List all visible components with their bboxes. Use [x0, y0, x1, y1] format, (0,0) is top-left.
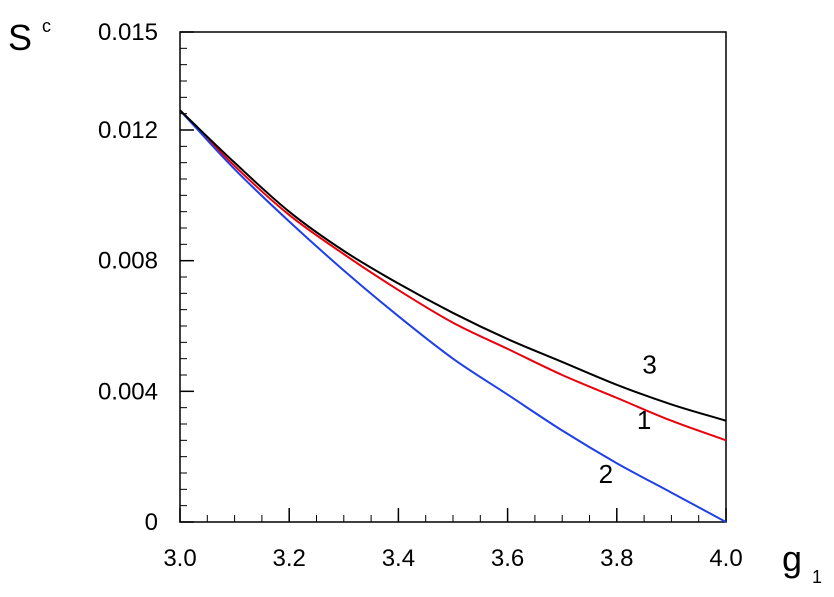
y-tick-label-0-015: 0.015 — [98, 19, 158, 46]
major-ticks — [179, 31, 727, 523]
series-label-1: 1 — [637, 405, 651, 435]
series-label-3: 3 — [642, 350, 656, 380]
y-tick-label-0-012: 0.012 — [98, 117, 158, 144]
series-labels: 12 3 — [599, 350, 657, 489]
plot-frame — [179, 31, 727, 523]
x-axis-label: g 1 — [782, 538, 822, 587]
x-tick-label-3-8: 3.8 — [600, 545, 633, 572]
y-tick-label-0-004: 0.004 — [98, 378, 158, 405]
y-tick-labels: 0 0.004 0.008 0.012 0.015 — [98, 19, 158, 536]
x-tick-label-4-0: 4.0 — [709, 545, 742, 572]
y-axis-label-superscript: c — [42, 16, 51, 36]
x-tick-label-3-6: 3.6 — [491, 545, 524, 572]
series-line-2 — [179, 109, 727, 523]
x-tick-label-3-2: 3.2 — [273, 545, 306, 572]
y-axis-label: S c — [8, 16, 51, 58]
x-axis-label-main: g — [782, 538, 802, 579]
x-tick-labels: 3.0 3.2 3.4 3.6 3.8 4.0 — [163, 545, 742, 572]
x-axis-label-subscript: 1 — [812, 567, 822, 587]
series-line-3 — [179, 109, 727, 422]
x-tick-label-3-4: 3.4 — [382, 545, 415, 572]
y-tick-label-0-008: 0.008 — [98, 248, 158, 275]
y-tick-label-0: 0 — [145, 509, 158, 536]
minor-ticks — [179, 31, 727, 523]
x-tick-label-3-0: 3.0 — [163, 545, 196, 572]
y-axis-label-main: S — [8, 17, 32, 58]
series-line-1 — [179, 109, 727, 442]
series-lines — [179, 109, 727, 523]
series-label-2: 2 — [599, 459, 613, 489]
